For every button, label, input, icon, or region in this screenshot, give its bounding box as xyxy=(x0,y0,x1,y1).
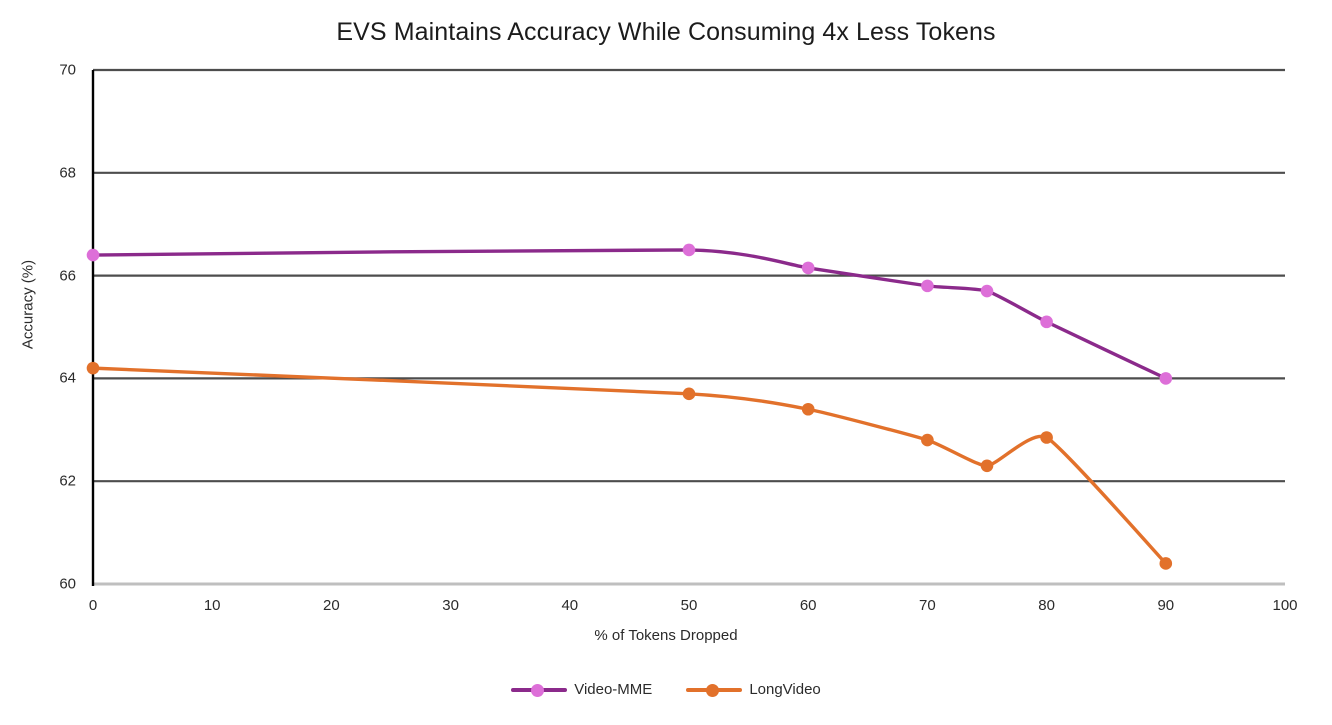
legend-label: Video-MME xyxy=(574,681,653,698)
data-series xyxy=(91,248,1168,566)
y-tick-label: 64 xyxy=(59,369,76,387)
x-tick-label: 50 xyxy=(680,597,698,614)
legend-swatch-icon xyxy=(511,682,568,698)
x-axis-title: % of Tokens Dropped xyxy=(594,627,738,644)
chart-legend: Video-MME LongVideo xyxy=(0,681,1332,698)
data-point xyxy=(921,433,934,447)
legend-marker-dot xyxy=(531,683,545,697)
data-point xyxy=(801,261,815,275)
x-tick-label: 100 xyxy=(1272,597,1298,614)
data-point xyxy=(980,459,994,473)
data-point xyxy=(1159,372,1173,385)
data-point xyxy=(1159,557,1173,570)
y-tick-label: 70 xyxy=(59,61,76,79)
data-point xyxy=(682,387,696,401)
data-point xyxy=(921,279,934,293)
y-tick-label: 62 xyxy=(59,472,76,490)
gridlines xyxy=(93,68,1285,586)
data-point xyxy=(682,243,696,257)
y-tick-label: 60 xyxy=(59,575,76,593)
legend-marker-dot xyxy=(706,683,720,697)
legend-label: LongVideo xyxy=(749,681,821,698)
chart-title: EVS Maintains Accuracy While Consuming 4… xyxy=(336,18,996,46)
y-tick-label: 66 xyxy=(59,267,76,285)
legend-swatch-icon xyxy=(686,682,743,698)
data-markers xyxy=(86,243,1173,570)
data-point xyxy=(86,248,100,262)
data-point xyxy=(86,361,100,375)
series-line-longvideo xyxy=(91,366,1168,566)
x-tick-label: 90 xyxy=(1157,597,1175,614)
legend-entry-longvideo[interactable]: LongVideo xyxy=(686,681,821,698)
x-tick-label: 20 xyxy=(323,597,340,614)
x-tick-label: 30 xyxy=(442,597,459,614)
data-point xyxy=(801,402,815,416)
legend-entry-video-mme[interactable]: Video-MME xyxy=(511,681,652,698)
y-tick-label: 68 xyxy=(59,164,76,182)
data-point xyxy=(1040,431,1053,444)
x-tick-label: 60 xyxy=(799,597,817,614)
x-tick-label: 80 xyxy=(1038,597,1055,614)
x-tick-label: 10 xyxy=(203,597,221,614)
data-point xyxy=(1040,315,1053,329)
x-tick-label: 40 xyxy=(561,597,579,614)
x-tick-label: 70 xyxy=(919,597,936,614)
data-point xyxy=(980,284,994,298)
series-line-video-mme xyxy=(91,248,1168,381)
x-tick-label: 0 xyxy=(88,597,98,614)
